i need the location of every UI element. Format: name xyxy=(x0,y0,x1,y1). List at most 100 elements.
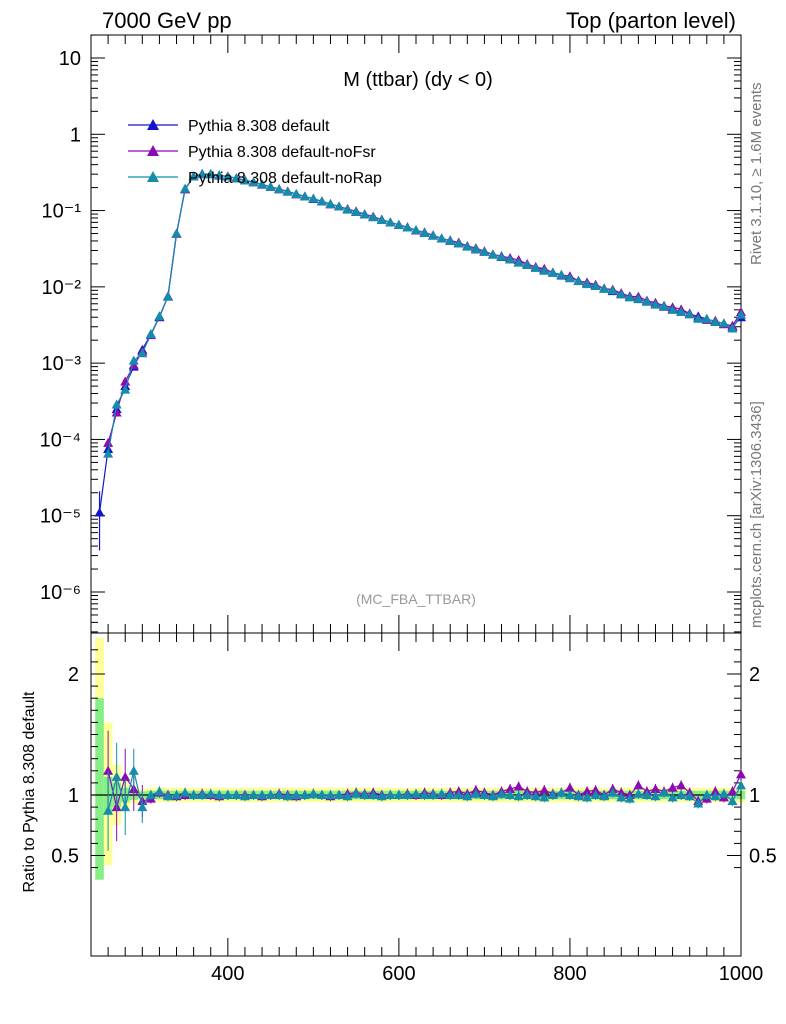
y-tick-label: 10⁻² xyxy=(42,277,82,299)
y-tick-label: 10 xyxy=(59,48,81,70)
data-point xyxy=(351,206,362,216)
ratio-point xyxy=(582,792,593,802)
data-point xyxy=(265,181,276,191)
ratio-point xyxy=(736,769,746,779)
data-point xyxy=(453,238,464,248)
data-point xyxy=(710,316,721,326)
legend: Pythia 8.308 default Pythia 8.308 default… xyxy=(128,118,382,187)
ratio-point xyxy=(590,790,601,799)
data-point xyxy=(582,279,593,289)
data-point xyxy=(376,214,387,224)
ratio-point xyxy=(368,790,379,799)
data-point xyxy=(684,309,695,319)
series-line-2 xyxy=(107,173,742,454)
ratio-point xyxy=(564,782,575,792)
ratio-point xyxy=(633,788,644,798)
ratio-point xyxy=(710,791,721,801)
data-point xyxy=(154,311,165,321)
data-point xyxy=(316,196,327,206)
data-point xyxy=(736,309,746,319)
ratio-point xyxy=(616,787,627,797)
data-point xyxy=(505,254,516,264)
ratio-point xyxy=(453,790,464,799)
data-point xyxy=(436,233,447,243)
ratio-x-ticks: 400 600 800 1000 xyxy=(107,633,763,985)
ratio-point xyxy=(385,790,396,799)
uncertainty-bands xyxy=(95,637,746,880)
data-point xyxy=(547,267,558,277)
ratio-point xyxy=(274,790,285,799)
data-point xyxy=(496,251,507,261)
data-point xyxy=(393,219,404,229)
ratio-point xyxy=(436,788,447,798)
ratio-point xyxy=(265,790,276,799)
data-point xyxy=(462,241,473,251)
ratio-point xyxy=(718,788,729,798)
ratio-point xyxy=(693,798,704,808)
data-point xyxy=(607,285,618,295)
data-point xyxy=(590,280,601,290)
ratio-point xyxy=(393,790,404,799)
data-point xyxy=(599,283,610,293)
ratio-point xyxy=(650,791,661,801)
legend-marker xyxy=(147,145,159,156)
ratio-point xyxy=(582,786,593,796)
data-point xyxy=(411,225,421,235)
process-label: Top (parton level) xyxy=(566,8,736,33)
data-point xyxy=(667,304,678,314)
data-point xyxy=(727,323,738,333)
ratio-point xyxy=(445,790,456,799)
ratio-point xyxy=(539,792,550,802)
ratio-point xyxy=(513,791,524,801)
ratio-point xyxy=(676,780,687,790)
ratio-point xyxy=(641,790,652,799)
data-point xyxy=(428,230,439,240)
ratio-point xyxy=(291,790,302,799)
data-point xyxy=(257,179,268,189)
data-point xyxy=(111,407,122,417)
data-point xyxy=(693,313,704,323)
ratio-point xyxy=(736,780,746,790)
ratio-point xyxy=(205,788,216,798)
data-point xyxy=(513,257,524,267)
data-point xyxy=(145,329,156,339)
ratio-point xyxy=(402,790,413,799)
data-point xyxy=(137,348,148,358)
ratio-y-tick-label-right: 2 xyxy=(749,664,760,686)
ratio-point xyxy=(180,787,191,797)
data-point xyxy=(111,399,122,409)
main-series xyxy=(94,168,746,551)
data-point xyxy=(659,301,670,311)
ratio-point xyxy=(120,771,131,781)
legend-marker xyxy=(147,171,159,182)
ratio-point xyxy=(411,788,421,798)
data-point xyxy=(231,173,242,183)
legend-label: Pythia 8.308 default-noFsr xyxy=(188,144,376,161)
y-tick-label: 10⁻⁶ xyxy=(40,582,81,604)
ratio-y-ticks: 0.5 0.5 1 1 2 2 xyxy=(51,649,777,869)
data-point xyxy=(487,249,498,259)
main-panel: 10 1 10⁻¹ 10⁻² 10⁻³ 10⁻⁴ 10⁻⁵ 10⁻⁶ M (ttbar) (d… xyxy=(40,34,746,634)
data-point xyxy=(197,169,208,179)
data-point xyxy=(556,269,567,279)
ratio-point xyxy=(727,796,738,806)
data-point xyxy=(342,204,353,214)
ratio-point xyxy=(513,781,524,791)
ratio-point xyxy=(231,790,242,799)
data-point xyxy=(274,184,285,194)
data-point xyxy=(282,186,293,196)
y-tick-label: 1 xyxy=(70,124,81,146)
ratio-point xyxy=(676,790,687,799)
ratio-point xyxy=(128,765,139,775)
ratio-point xyxy=(573,791,584,801)
data-point xyxy=(103,437,114,447)
y-tick-label: 10⁻¹ xyxy=(42,201,82,223)
data-point xyxy=(308,193,319,203)
ratio-y-tick-label: 1 xyxy=(68,785,79,807)
data-point xyxy=(239,175,250,185)
ratio-point xyxy=(701,790,712,799)
ratio-point xyxy=(359,790,370,799)
ratio-point xyxy=(607,787,618,797)
main-y-ticks: 10 1 10⁻¹ 10⁻² 10⁻³ 10⁻⁴ 10⁻⁵ 10⁻⁶ xyxy=(40,34,741,633)
